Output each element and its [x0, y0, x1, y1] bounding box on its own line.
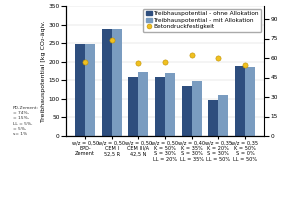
Point [189, 54, 194, 57]
Bar [165, 73, 175, 136]
Y-axis label: Treibhauspotential [kg CO₂-äqiv.: Treibhauspotential [kg CO₂-äqiv. [41, 20, 46, 122]
Bar [112, 29, 122, 136]
Bar [85, 44, 95, 136]
Bar [208, 100, 218, 136]
Point [216, 56, 221, 60]
Bar [182, 86, 192, 136]
Bar [75, 44, 85, 136]
Bar [138, 72, 148, 136]
Bar [155, 77, 165, 136]
Point [136, 62, 141, 65]
Bar [245, 67, 255, 136]
Point [163, 60, 167, 63]
Point [109, 38, 114, 41]
Bar [128, 77, 138, 136]
Point [242, 63, 247, 66]
Bar [218, 95, 228, 136]
Legend: Treibhauspotential - ohne Allokation, Treibhauspotential - mit Allokation, Beton: Treibhauspotential - ohne Allokation, Tr… [143, 9, 261, 32]
Bar [235, 66, 245, 136]
Point [83, 60, 88, 63]
Bar [192, 81, 202, 136]
Text: PD-Zement:
= 74%,
= 15%,
LL = 5%,
= 5%,
s= 1%: PD-Zement: = 74%, = 15%, LL = 5%, = 5%, … [13, 106, 39, 136]
Bar [102, 29, 112, 136]
